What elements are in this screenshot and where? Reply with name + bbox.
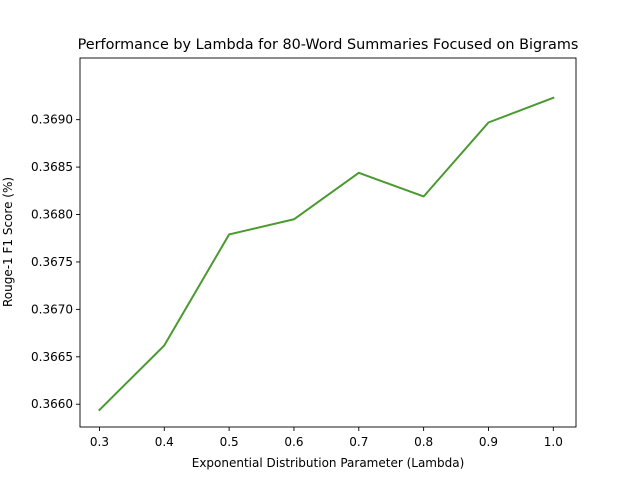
y-tick-label: 0.3660 [31,397,73,411]
y-axis: 0.3660 0.3665 0.3670 0.3675 0.3680 0.3685 0.36… [31,113,80,411]
y-tick-label: 0.3675 [31,255,73,269]
x-tick-label: 0.9 [479,435,498,449]
series-line [98,96,555,412]
plot-frame [79,57,577,428]
y-tick-label: 0.3680 [31,208,73,222]
y-tick-label: 0.3685 [31,160,73,174]
y-tick-label: 0.3665 [31,350,73,364]
x-tick-label: 0.3 [90,435,109,449]
x-tick-label: 0.4 [155,435,174,449]
x-tick-label: 1.0 [544,435,563,449]
series-layer [98,96,555,412]
x-axis-label: Exponential Distribution Parameter (Lamb… [192,456,465,470]
chart-title: Performance by Lambda for 80-Word Summar… [78,37,579,53]
x-tick-label: 0.8 [414,435,433,449]
y-axis-label: Rouge-1 F1 Score (%) [1,177,15,307]
x-tick-label: 0.6 [284,435,303,449]
x-axis: 0.3 0.4 0.5 0.6 0.7 0.8 0.9 1.0 [90,427,563,449]
y-tick-label: 0.3690 [31,113,73,127]
x-tick-label: 0.7 [349,435,368,449]
x-tick-label: 0.5 [220,435,239,449]
y-tick-label: 0.3670 [31,302,73,316]
